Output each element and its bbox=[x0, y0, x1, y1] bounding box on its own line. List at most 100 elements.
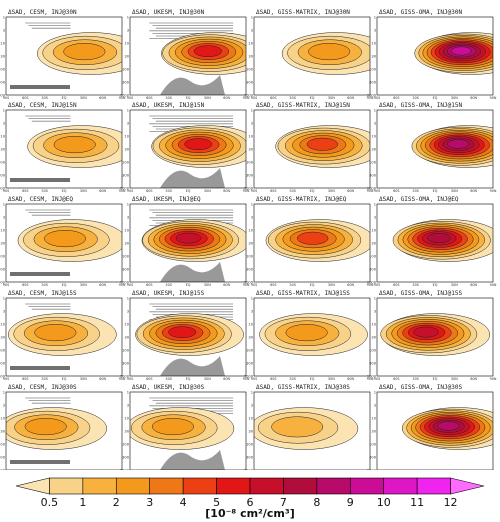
x-tick-label: 90N bbox=[367, 283, 374, 287]
panel-title: ΔSAD, GISS-OMA, INJ@30N bbox=[379, 9, 462, 16]
y-tick-label: 100 bbox=[246, 442, 254, 446]
x-tick-label: 30S bbox=[289, 283, 295, 287]
y-tick-label: 100 bbox=[369, 442, 377, 446]
y-tick-label: 1000 bbox=[367, 374, 377, 378]
x-tick-label: EQ bbox=[433, 96, 438, 100]
panel-frame bbox=[253, 391, 371, 470]
x-tick-label: 90S bbox=[374, 96, 380, 100]
contour-level bbox=[285, 324, 328, 342]
y-tick-label: 3 bbox=[127, 215, 129, 219]
x-tick-label: 90S bbox=[374, 377, 380, 381]
x-tick-label: 30S bbox=[165, 283, 171, 287]
panel-frame bbox=[129, 16, 247, 96]
y-tick-label: 1000 bbox=[120, 374, 130, 378]
y-tick-label: 100 bbox=[369, 160, 377, 164]
contour-level bbox=[175, 232, 202, 244]
x-tick-label: 60S bbox=[270, 283, 276, 287]
panel-title: ΔSAD, GISS-OMA, INJ@15S bbox=[379, 290, 462, 297]
colorbar-segment bbox=[115, 477, 151, 495]
y-tick-label: 100 bbox=[0, 254, 6, 258]
x-tick-label: 30N bbox=[204, 189, 211, 193]
x-tick-label: 90N bbox=[490, 377, 497, 381]
x-tick-label: 90N bbox=[367, 377, 374, 381]
colorbar-tick-label: 2 bbox=[113, 496, 120, 509]
x-tick-label: 30N bbox=[328, 189, 335, 193]
y-tick-label: 1 bbox=[3, 296, 5, 300]
y-tick-label: 30 bbox=[371, 147, 376, 151]
colorbar-segment bbox=[249, 477, 284, 495]
y-tick-label: 300 bbox=[0, 455, 6, 459]
colorbar-segment bbox=[182, 477, 217, 495]
contour-level bbox=[53, 136, 96, 154]
y-tick-label: 1 bbox=[374, 15, 376, 19]
y-tick-label: 30 bbox=[371, 335, 376, 339]
colorbar-segment bbox=[383, 477, 418, 495]
y-tick-label: 10 bbox=[0, 322, 5, 326]
y-tick-label: 1000 bbox=[120, 93, 130, 97]
panel-frame bbox=[253, 203, 371, 283]
x-tick-label: EQ bbox=[433, 377, 438, 381]
y-tick-label: 1000 bbox=[367, 468, 377, 470]
panel-3-3: ΔSAD, GISS-OMA, INJ@15S13103010030010009… bbox=[367, 290, 497, 381]
y-tick-label: 1 bbox=[374, 390, 376, 394]
x-tick-label: 60S bbox=[22, 96, 28, 100]
y-tick-label: 3 bbox=[251, 215, 253, 219]
colorbar-tick-label: 6 bbox=[247, 496, 254, 509]
y-tick-label: 300 bbox=[246, 173, 254, 177]
y-tick-label: 30 bbox=[248, 335, 253, 339]
panel-frame bbox=[129, 109, 247, 189]
y-tick-label: 300 bbox=[0, 173, 6, 177]
x-tick-label: 30N bbox=[328, 283, 335, 287]
panel-frame bbox=[129, 203, 247, 283]
x-tick-label: EQ bbox=[433, 189, 438, 193]
y-tick-label: 10 bbox=[124, 416, 129, 420]
panel-frame bbox=[129, 297, 247, 377]
x-tick-label: 60S bbox=[393, 283, 399, 287]
colorbar-tick-label: 4 bbox=[180, 496, 187, 509]
x-tick-label: EQ bbox=[62, 377, 67, 381]
y-tick-label: 1 bbox=[127, 108, 129, 112]
x-tick-label: 30S bbox=[41, 96, 47, 100]
y-tick-label: 100 bbox=[122, 67, 130, 71]
x-tick-label: EQ bbox=[62, 283, 67, 287]
x-tick-label: 60N bbox=[99, 283, 106, 287]
x-tick-label: 90S bbox=[3, 377, 9, 381]
panel-0-0: ΔSAD, CESM, INJ@30N131030100300100090S60… bbox=[0, 9, 126, 100]
x-tick-label: 30S bbox=[165, 189, 171, 193]
contour-level bbox=[34, 324, 77, 342]
contour-level bbox=[168, 326, 197, 339]
panel-title: ΔSAD, GISS-MATRIX, INJ@15S bbox=[256, 290, 350, 297]
x-tick-label: 60N bbox=[223, 96, 230, 100]
y-tick-label: 1 bbox=[251, 296, 253, 300]
panel-title: ΔSAD, CESM, INJ@EQ bbox=[8, 196, 73, 203]
contour-level bbox=[193, 45, 222, 58]
contour-level bbox=[413, 326, 439, 338]
y-tick-label: 1000 bbox=[367, 93, 377, 97]
x-tick-label: 60N bbox=[347, 96, 354, 100]
contour-level bbox=[271, 416, 324, 438]
stippled-region bbox=[10, 178, 70, 182]
contour-level bbox=[451, 46, 472, 56]
panel-frame bbox=[129, 391, 247, 470]
x-tick-label: 60S bbox=[146, 377, 152, 381]
x-tick-label: 30N bbox=[80, 377, 87, 381]
y-tick-label: 10 bbox=[371, 416, 376, 420]
y-tick-label: 1000 bbox=[120, 280, 130, 284]
y-tick-label: 300 bbox=[122, 361, 130, 365]
panel-2-0: ΔSAD, CESM, INJ@EQ131030100300100090S60S… bbox=[0, 196, 126, 287]
panel-frame bbox=[5, 297, 123, 377]
x-tick-label: 90S bbox=[3, 283, 9, 287]
x-tick-label: 60S bbox=[270, 96, 276, 100]
y-tick-label: 1 bbox=[127, 296, 129, 300]
colorbar-segment bbox=[82, 477, 117, 495]
x-tick-label: 30S bbox=[41, 377, 47, 381]
y-tick-label: 300 bbox=[246, 361, 254, 365]
panel-1-2: ΔSAD, GISS-MATRIX, INJ@15N13103010030010… bbox=[244, 102, 374, 193]
colorbar-tick-label: 11 bbox=[410, 496, 424, 509]
y-tick-label: 3 bbox=[3, 403, 5, 407]
y-tick-label: 300 bbox=[246, 455, 254, 459]
stippled-region bbox=[10, 366, 70, 370]
x-tick-label: 90N bbox=[367, 189, 374, 193]
y-tick-label: 30 bbox=[0, 54, 5, 58]
panel-title: ΔSAD, CESM, INJ@30N bbox=[8, 9, 77, 16]
